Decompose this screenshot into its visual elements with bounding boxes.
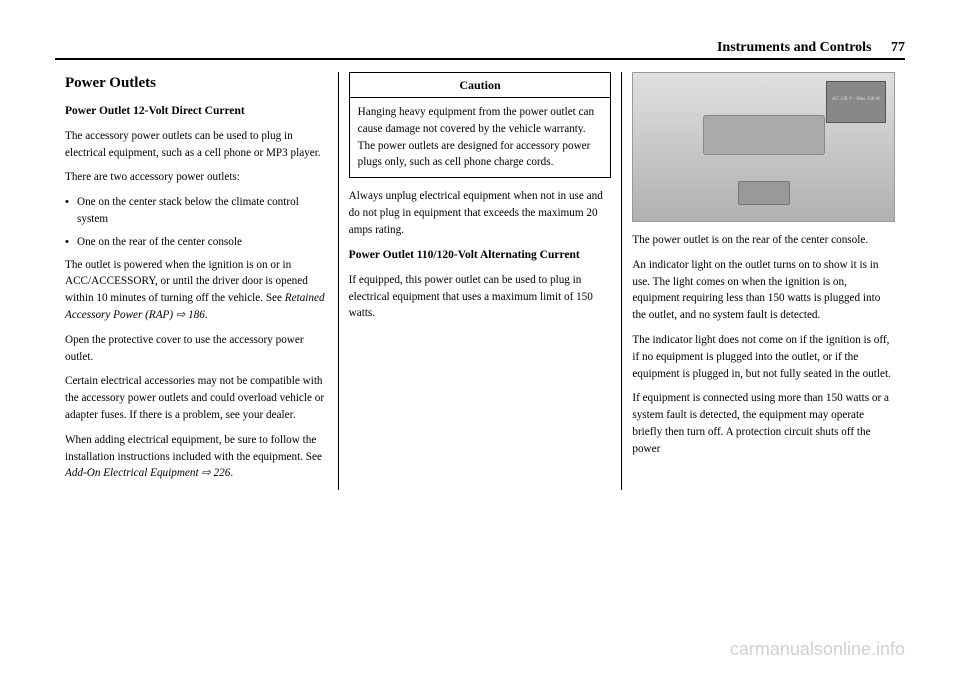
watermark: carmanualsonline.info (730, 639, 905, 660)
outlet-label-inset: AC 120 V - Max 150 W (826, 81, 886, 123)
list-item-text: One on the center stack below the climat… (77, 194, 328, 228)
caution-body: Hanging heavy equipment from the power o… (350, 98, 611, 177)
body-text: The indicator light does not come on if … (632, 332, 895, 382)
list-item-text: One on the rear of the center console (77, 234, 242, 251)
page-header: Instruments and Controls 77 (55, 40, 905, 60)
body-text: When adding electrical equipment, be sur… (65, 432, 328, 482)
chapter-title: Instruments and Controls (717, 40, 872, 55)
port-graphic (738, 181, 790, 205)
list-item: • One on the center stack below the clim… (65, 194, 328, 228)
column-3: AC 120 V - Max 150 W The power outlet is… (622, 72, 905, 490)
section-title: Power Outlets (65, 72, 328, 95)
caution-box: Caution Hanging heavy equipment from the… (349, 72, 612, 178)
column-1: Power Outlets Power Outlet 12-Volt Direc… (55, 72, 339, 490)
vent-graphic (703, 115, 825, 155)
cross-reference: Add-On Electrical Equipment ⇨ 226 (65, 467, 230, 479)
body-text: Always unplug electrical equipment when … (349, 188, 612, 238)
body-text: The outlet is powered when the ignition … (65, 257, 328, 324)
body-text: If equipped, this power outlet can be us… (349, 272, 612, 322)
list-item: • One on the rear of the center console (65, 234, 328, 251)
bullet-icon: • (65, 234, 77, 251)
body-text: The accessory power outlets can be used … (65, 128, 328, 162)
content-columns: Power Outlets Power Outlet 12-Volt Direc… (55, 72, 905, 490)
bullet-icon: • (65, 194, 77, 228)
page-number: 77 (891, 40, 905, 55)
body-text: The power outlet is on the rear of the c… (632, 232, 895, 249)
subheading-12v: Power Outlet 12-Volt Direct Current (65, 103, 328, 120)
caution-label: Caution (350, 73, 611, 98)
power-outlet-illustration: AC 120 V - Max 150 W (632, 72, 895, 222)
manual-page: Instruments and Controls 77 Power Outlet… (0, 0, 960, 510)
body-text: An indicator light on the outlet turns o… (632, 257, 895, 324)
body-text: Certain electrical accessories may not b… (65, 373, 328, 423)
column-2: Caution Hanging heavy equipment from the… (339, 72, 623, 490)
body-text: If equipment is connected using more tha… (632, 390, 895, 457)
body-text: There are two accessory power outlets: (65, 169, 328, 186)
body-text: Open the protective cover to use the acc… (65, 332, 328, 366)
subheading-110v: Power Outlet 110/120-Volt Alternating Cu… (349, 247, 612, 264)
